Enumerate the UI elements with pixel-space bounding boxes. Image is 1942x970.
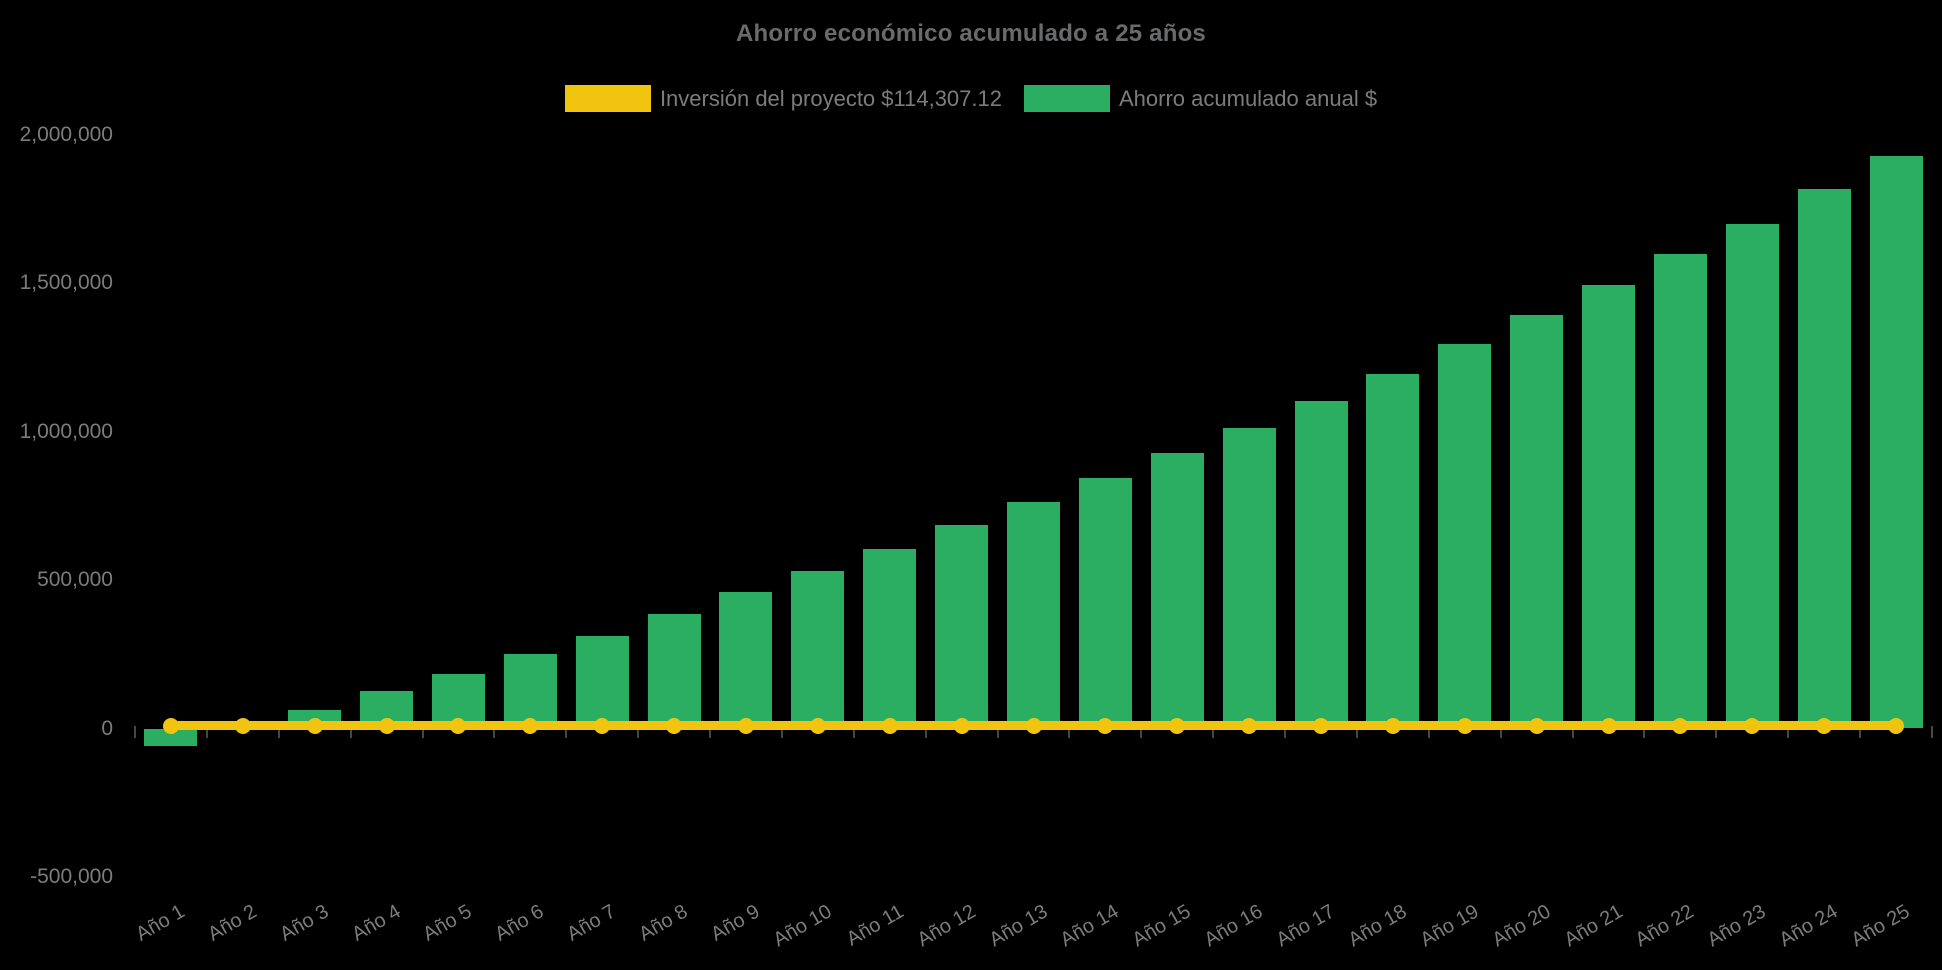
savings-bar[interactable] — [935, 525, 989, 729]
x-axis-tick — [134, 726, 136, 738]
x-axis-tick — [780, 726, 783, 738]
investment-point[interactable] — [1025, 717, 1042, 734]
x-axis-tick — [205, 726, 208, 738]
legend-label-savings: Ahorro acumulado anual $ — [1119, 86, 1378, 111]
savings-bar[interactable] — [1078, 478, 1132, 729]
savings-bar[interactable] — [1438, 344, 1492, 729]
investment-point[interactable] — [1456, 717, 1473, 734]
savings-bar[interactable] — [1510, 315, 1564, 729]
investment-point[interactable] — [1816, 717, 1833, 734]
x-axis-tick — [493, 726, 496, 738]
savings-bar[interactable] — [1366, 373, 1420, 729]
savings-bar[interactable] — [575, 635, 629, 729]
investment-point[interactable] — [1528, 717, 1545, 734]
legend-item-savings[interactable]: Ahorro acumulado anual $ — [1024, 85, 1377, 112]
x-axis-tick — [1355, 726, 1358, 738]
x-axis-tick — [277, 726, 280, 738]
savings-bar[interactable] — [144, 728, 198, 747]
savings-bar[interactable] — [1150, 452, 1204, 729]
x-axis-tick — [1284, 726, 1287, 738]
x-axis-tick — [1859, 726, 1862, 738]
savings-bar[interactable] — [1222, 427, 1276, 729]
x-axis-tick — [1427, 726, 1430, 738]
investment-point[interactable] — [1097, 717, 1114, 734]
x-axis-tick — [565, 726, 568, 738]
investment-swatch-icon — [564, 85, 651, 112]
savings-bar[interactable] — [647, 613, 701, 729]
investment-point[interactable] — [1241, 717, 1258, 734]
savings-bar[interactable] — [1294, 400, 1348, 729]
y-axis-label: 1,500,000 — [19, 271, 113, 294]
y-axis-label: 500,000 — [37, 568, 113, 591]
investment-point[interactable] — [1888, 717, 1905, 734]
y-axis-label: 2,000,000 — [19, 122, 113, 146]
savings-bar[interactable] — [719, 592, 773, 729]
savings-bar[interactable] — [503, 653, 557, 729]
investment-point[interactable] — [450, 717, 467, 734]
investment-point[interactable] — [306, 717, 323, 734]
x-axis-tick — [1068, 726, 1071, 738]
savings-bar[interactable] — [1725, 223, 1779, 729]
x-axis-tick — [1931, 726, 1933, 738]
legend-item-investment[interactable]: Inversión del proyecto $114,307.12 — [564, 85, 1002, 112]
savings-bar[interactable] — [791, 571, 845, 729]
x-axis-tick — [924, 726, 927, 738]
savings-bar[interactable] — [1797, 188, 1851, 729]
x-axis-tick — [996, 726, 999, 738]
x-axis-tick — [637, 726, 640, 738]
x-axis-tick — [421, 726, 424, 738]
investment-point[interactable] — [953, 717, 970, 734]
savings-bar[interactable] — [1007, 501, 1060, 729]
x-axis-tick — [1212, 726, 1215, 738]
x-axis-tick — [852, 726, 855, 738]
investment-point[interactable] — [1384, 717, 1401, 734]
x-axis-tick — [1787, 726, 1790, 738]
x-axis-tick — [1571, 726, 1574, 738]
legend: Inversión del proyecto $114,307.12 Ahorr… — [0, 85, 1942, 112]
y-axis-label: 1,000,000 — [19, 419, 113, 443]
y-axis-label: -500,000 — [30, 865, 113, 888]
investment-point[interactable] — [1313, 717, 1330, 734]
y-axis-label: 0 — [101, 716, 113, 740]
x-axis-tick — [1643, 726, 1646, 738]
investment-point[interactable] — [162, 717, 179, 734]
chart-title: Ahorro económico acumulado a 25 años — [736, 20, 1206, 47]
investment-point[interactable] — [1744, 717, 1761, 734]
investment-point[interactable] — [594, 717, 611, 734]
savings-swatch-icon — [1024, 85, 1110, 112]
x-axis-tick — [349, 726, 352, 738]
savings-bar[interactable] — [1869, 156, 1923, 729]
x-axis-tick — [1499, 726, 1502, 738]
investment-point[interactable] — [1672, 717, 1689, 734]
legend-label-investment: Inversión del proyecto $114,307.12 — [659, 86, 1002, 111]
x-axis-tick — [709, 726, 712, 738]
investment-point[interactable] — [1169, 717, 1186, 734]
investment-point[interactable] — [378, 717, 395, 734]
savings-bar[interactable] — [1653, 254, 1707, 729]
investment-point[interactable] — [881, 717, 898, 734]
x-axis-tick — [1140, 726, 1143, 738]
investment-point[interactable] — [1600, 717, 1617, 734]
x-axis-tick — [1715, 726, 1718, 738]
savings-bar[interactable] — [863, 548, 917, 729]
investment-point[interactable] — [234, 717, 251, 734]
investment-point[interactable] — [522, 717, 539, 734]
investment-point[interactable] — [809, 717, 826, 734]
investment-point[interactable] — [666, 717, 683, 734]
investment-point[interactable] — [737, 717, 754, 734]
savings-bar[interactable] — [1582, 285, 1636, 729]
